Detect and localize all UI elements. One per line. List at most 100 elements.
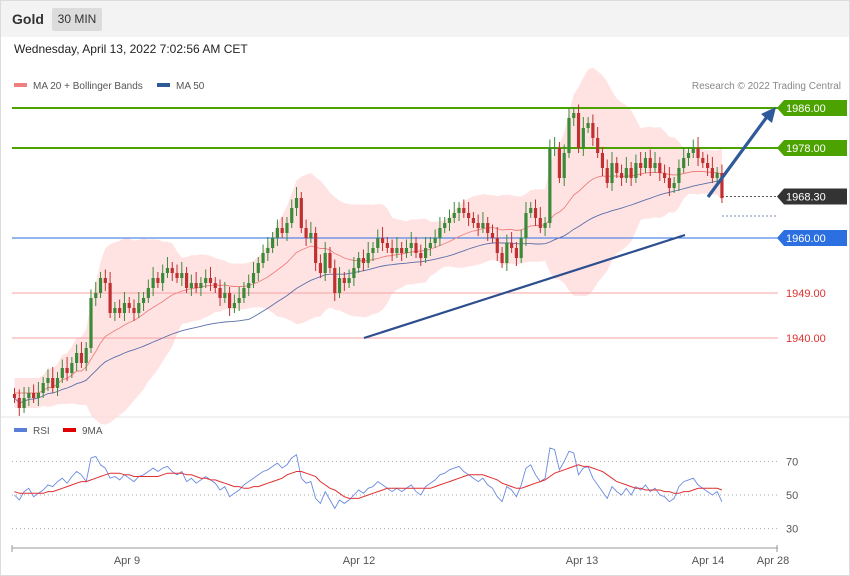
candle-body bbox=[141, 298, 146, 303]
candle bbox=[376, 229, 380, 253]
candle-body bbox=[337, 278, 342, 293]
candle-body bbox=[51, 378, 55, 388]
candle bbox=[519, 229, 523, 263]
candle-body bbox=[27, 393, 31, 398]
candle-body bbox=[118, 308, 122, 313]
candle-body bbox=[208, 278, 213, 283]
candle bbox=[414, 237, 418, 258]
rsi-ma9-line bbox=[14, 464, 723, 499]
candle bbox=[672, 177, 676, 193]
candle bbox=[548, 139, 552, 228]
candle-body bbox=[189, 283, 193, 288]
candle bbox=[524, 202, 528, 246]
candle-body bbox=[600, 153, 605, 168]
candle bbox=[557, 142, 562, 183]
candle bbox=[65, 357, 69, 381]
candle-body bbox=[266, 248, 270, 253]
candle-body bbox=[376, 238, 380, 248]
candle bbox=[567, 107, 571, 158]
candle bbox=[137, 292, 141, 318]
candle-body bbox=[706, 163, 710, 168]
candle-body bbox=[505, 243, 509, 263]
candle bbox=[189, 274, 193, 296]
candle bbox=[318, 254, 323, 278]
candle bbox=[333, 259, 337, 301]
candle bbox=[600, 147, 605, 176]
price-tag-text: 1968.30 bbox=[786, 192, 826, 204]
candle-body bbox=[658, 163, 662, 173]
candle bbox=[204, 269, 208, 288]
candle bbox=[529, 202, 533, 218]
candle bbox=[533, 199, 538, 226]
candle bbox=[409, 232, 413, 256]
candle-body bbox=[691, 148, 695, 153]
candle bbox=[294, 187, 299, 216]
candle bbox=[290, 199, 294, 228]
candle bbox=[586, 117, 590, 133]
candle bbox=[452, 202, 456, 223]
candle bbox=[122, 292, 127, 321]
ma20-swatch bbox=[14, 83, 27, 88]
candle-body bbox=[696, 148, 700, 158]
candle bbox=[510, 232, 514, 253]
x-tick-label: Apr 13 bbox=[566, 555, 598, 567]
candle bbox=[218, 279, 222, 306]
candle-body bbox=[586, 123, 590, 128]
candle bbox=[70, 357, 74, 378]
candle-body bbox=[486, 223, 490, 233]
price-tag-text: 1960.00 bbox=[786, 233, 826, 245]
candle bbox=[237, 287, 241, 311]
candle-body bbox=[524, 213, 528, 238]
candle bbox=[543, 217, 547, 236]
research-credit: Research © 2022 Trading Central bbox=[691, 81, 841, 92]
candle-body bbox=[533, 208, 538, 218]
candle-body bbox=[170, 268, 174, 273]
candle bbox=[457, 202, 461, 221]
candle bbox=[553, 137, 557, 156]
candle-body bbox=[22, 398, 26, 408]
price-tag-bg bbox=[777, 230, 847, 246]
ma50-swatch bbox=[157, 83, 170, 88]
candle-body bbox=[357, 258, 361, 268]
candle bbox=[251, 262, 256, 288]
x-tick-label: Apr 28 bbox=[757, 555, 789, 567]
candle-body bbox=[438, 228, 442, 238]
candle-body bbox=[701, 158, 705, 163]
candle-body bbox=[103, 278, 107, 283]
timeframe-badge[interactable]: 30 MIN bbox=[52, 8, 102, 31]
candle-body bbox=[619, 173, 624, 178]
price-tag-pivot: 1960.00 bbox=[777, 230, 847, 246]
candle-body bbox=[251, 273, 256, 283]
candle bbox=[634, 154, 638, 183]
x-tick-label: Apr 12 bbox=[343, 555, 375, 567]
candle-body bbox=[70, 363, 74, 373]
candle bbox=[228, 287, 232, 316]
candle bbox=[438, 217, 442, 246]
candle-body bbox=[443, 223, 447, 228]
candle-body bbox=[280, 228, 284, 233]
candle bbox=[79, 342, 84, 368]
candle bbox=[108, 272, 112, 318]
candle bbox=[615, 157, 619, 178]
candle bbox=[271, 232, 275, 253]
candle-body bbox=[667, 178, 671, 188]
candle bbox=[51, 367, 55, 393]
candle bbox=[481, 212, 485, 233]
candle bbox=[471, 212, 475, 228]
candle bbox=[299, 192, 303, 233]
candle-body bbox=[290, 208, 294, 223]
price-tag-bg bbox=[777, 140, 847, 156]
candle bbox=[720, 164, 724, 203]
trendline bbox=[363, 233, 686, 340]
candle-body bbox=[218, 288, 222, 298]
candle bbox=[247, 274, 251, 296]
candle-body bbox=[510, 243, 514, 248]
candle-body bbox=[247, 283, 251, 288]
legend-ma50-label: MA 50 bbox=[176, 81, 205, 92]
candle bbox=[462, 199, 466, 218]
support-label: 1940.00 bbox=[786, 333, 826, 345]
candle bbox=[60, 359, 64, 383]
candle-body bbox=[146, 288, 150, 298]
candle-body bbox=[94, 293, 98, 298]
